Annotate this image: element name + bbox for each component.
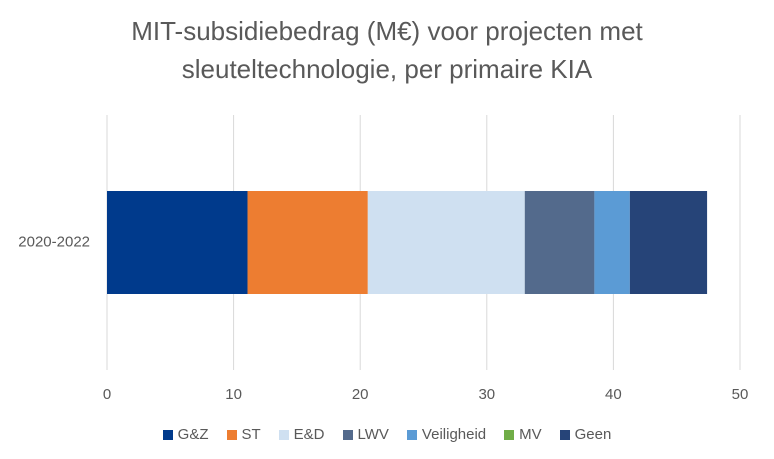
bar-segment bbox=[629, 191, 708, 294]
x-tick-label: 50 bbox=[732, 386, 749, 403]
legend-swatch bbox=[226, 429, 237, 440]
legend-label: LWV bbox=[357, 426, 389, 443]
legend-label: Geen bbox=[574, 426, 612, 443]
legend-label: G&Z bbox=[177, 426, 209, 443]
x-tick-label: 0 bbox=[103, 386, 111, 403]
x-tick-label: 40 bbox=[605, 386, 622, 403]
legend-item: Veiligheid bbox=[406, 426, 487, 443]
legend-item: LWV bbox=[342, 426, 389, 443]
x-tick-label: 30 bbox=[478, 386, 495, 403]
legend-label: MV bbox=[519, 426, 542, 443]
bar-segment bbox=[594, 191, 630, 294]
legend-item: MV bbox=[504, 426, 542, 443]
legend-item: Geen bbox=[559, 426, 612, 443]
legend-swatch bbox=[504, 429, 515, 440]
legend-swatch bbox=[278, 429, 289, 440]
legend-item: G&Z bbox=[162, 426, 209, 443]
legend-label: E&D bbox=[293, 426, 325, 443]
legend-swatch bbox=[342, 429, 353, 440]
legend-label: ST bbox=[241, 426, 261, 443]
bar-segment bbox=[367, 191, 525, 294]
legend-swatch bbox=[162, 429, 173, 440]
legend-swatch bbox=[559, 429, 570, 440]
legend-label: Veiligheid bbox=[421, 426, 487, 443]
chart-title: MIT-subsidiebedrag (M€) voor projecten m… bbox=[131, 16, 643, 84]
bar-segment bbox=[107, 191, 248, 294]
legend: G&Z ST E&D LWV Veiligheid MV Geen bbox=[0, 426, 774, 443]
x-tick-label: 10 bbox=[225, 386, 242, 403]
bar-segment bbox=[247, 191, 368, 294]
legend-item: ST bbox=[226, 426, 261, 443]
legend-swatch bbox=[406, 429, 417, 440]
y-tick-label: 2020-2022 bbox=[18, 233, 90, 250]
bar-segment bbox=[524, 191, 595, 294]
x-tick-label: 20 bbox=[352, 386, 369, 403]
legend-item: E&D bbox=[278, 426, 325, 443]
